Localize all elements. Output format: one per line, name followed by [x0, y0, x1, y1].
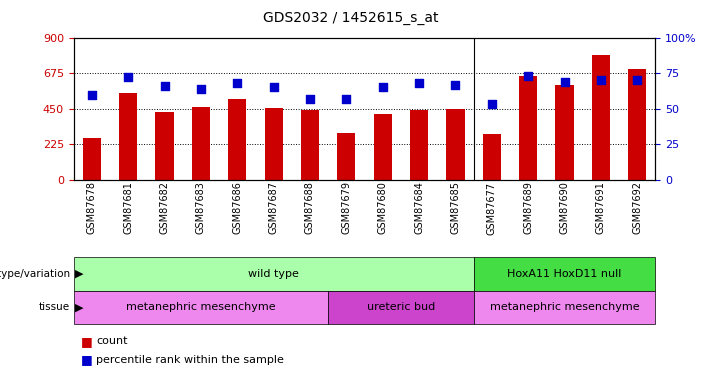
Bar: [483, 134, 501, 180]
Point: [268, 84, 279, 90]
Point: [123, 74, 134, 80]
Text: genotype/variation: genotype/variation: [0, 269, 70, 279]
Point: [522, 73, 533, 79]
Point: [231, 80, 243, 86]
Bar: [410, 110, 428, 180]
Text: ▶: ▶: [75, 269, 83, 279]
Text: tissue: tissue: [39, 303, 70, 312]
Bar: [447, 109, 465, 180]
Text: wild type: wild type: [248, 269, 299, 279]
Point: [196, 86, 207, 92]
Bar: [301, 110, 319, 180]
Bar: [474, 291, 655, 324]
Bar: [374, 114, 392, 180]
Bar: [74, 257, 474, 291]
Text: ■: ■: [81, 335, 93, 348]
Text: ▶: ▶: [75, 303, 83, 312]
Point: [450, 81, 461, 87]
Text: ureteric bud: ureteric bud: [367, 303, 435, 312]
Text: HoxA11 HoxD11 null: HoxA11 HoxD11 null: [508, 269, 622, 279]
Bar: [264, 108, 283, 180]
Bar: [628, 69, 646, 180]
Text: GDS2032 / 1452615_s_at: GDS2032 / 1452615_s_at: [263, 11, 438, 25]
Point: [377, 84, 388, 90]
Bar: [555, 85, 573, 180]
Bar: [228, 99, 246, 180]
Point: [304, 96, 315, 102]
Point: [341, 96, 352, 102]
Text: metanephric mesenchyme: metanephric mesenchyme: [126, 303, 275, 312]
Point: [486, 102, 498, 108]
Point: [414, 80, 425, 86]
Bar: [119, 93, 137, 180]
Bar: [328, 291, 474, 324]
Bar: [156, 112, 174, 180]
Bar: [74, 291, 328, 324]
Point: [86, 92, 97, 98]
Point: [632, 77, 643, 83]
Text: ■: ■: [81, 354, 93, 366]
Point: [595, 77, 606, 83]
Point: [159, 83, 170, 89]
Text: count: count: [96, 336, 128, 346]
Bar: [474, 257, 655, 291]
Bar: [592, 55, 610, 180]
Bar: [337, 133, 355, 180]
Point: [559, 79, 570, 85]
Text: percentile rank within the sample: percentile rank within the sample: [96, 355, 284, 365]
Bar: [519, 75, 537, 180]
Bar: [192, 107, 210, 180]
Text: metanephric mesenchyme: metanephric mesenchyme: [490, 303, 639, 312]
Bar: [83, 138, 101, 180]
